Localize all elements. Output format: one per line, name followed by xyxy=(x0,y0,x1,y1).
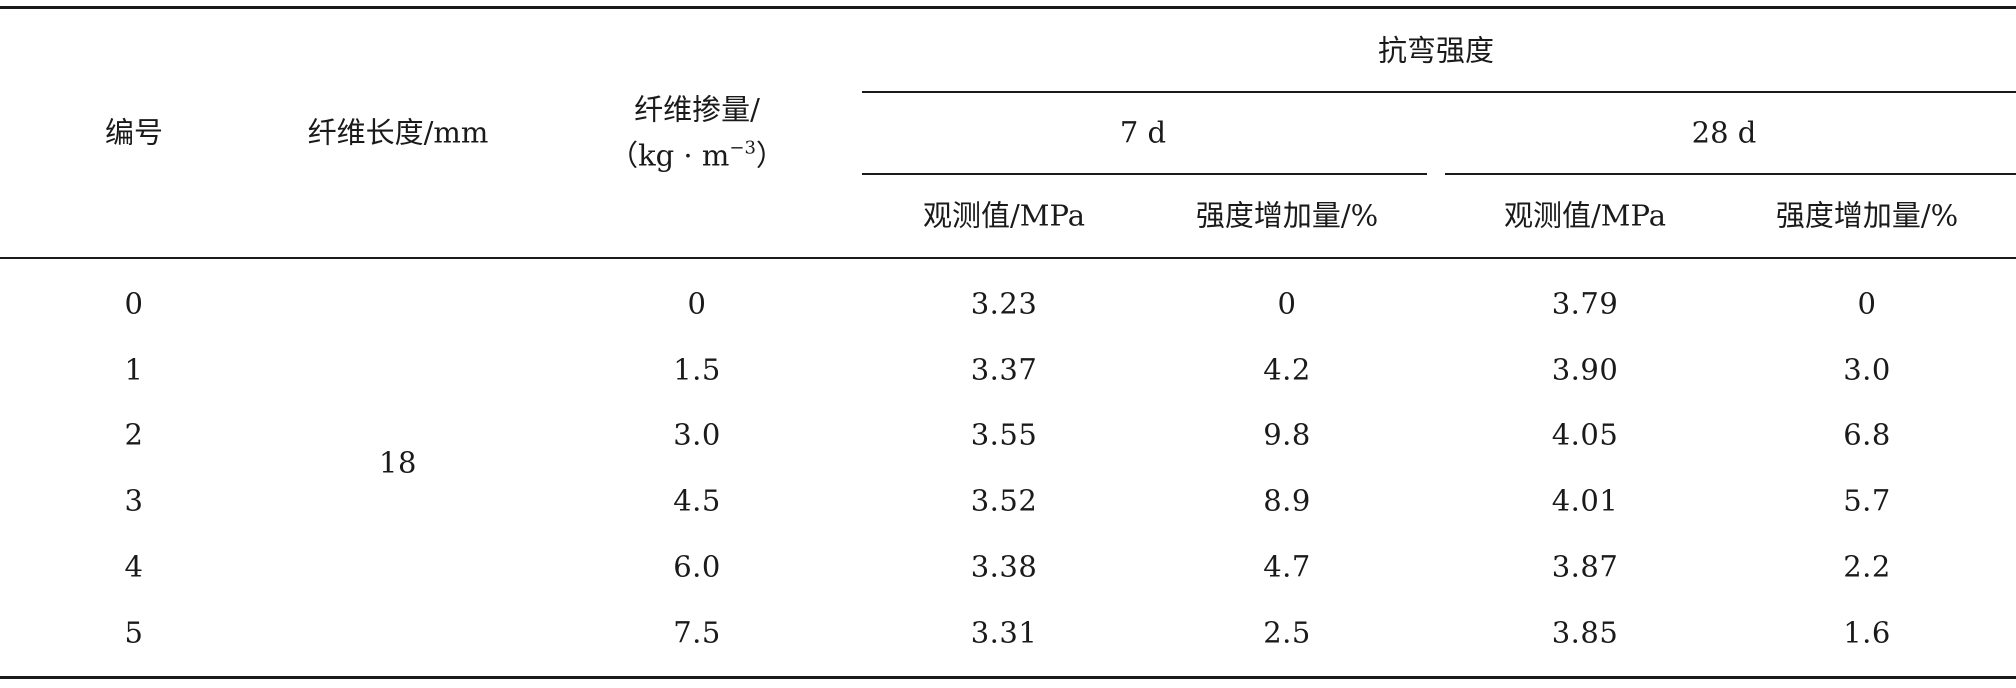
flexural-strength-underline xyxy=(862,91,2016,93)
cell-increase-7d: 8.9 xyxy=(1263,483,1311,518)
cell-observed-28d: 4.01 xyxy=(1551,483,1619,518)
cell-increase-28d: 5.7 xyxy=(1843,483,1891,518)
cell-observed-28d: 3.79 xyxy=(1551,286,1619,321)
cell-observed-28d: 4.05 xyxy=(1551,417,1619,452)
cell-increase-7d: 4.7 xyxy=(1263,549,1311,584)
unit-open: （kg · m xyxy=(609,139,730,173)
cell-increase-28d: 3.0 xyxy=(1843,352,1891,387)
cell-increase-28d: 0 xyxy=(1857,286,1877,321)
cell-observed-28d: 3.87 xyxy=(1551,549,1619,584)
header-increase-28d: 强度增加量/% xyxy=(1775,198,1959,233)
unit-exponent: −3 xyxy=(729,138,756,159)
cell-increase-7d: 0 xyxy=(1277,286,1297,321)
cell-dosage: 0 xyxy=(687,286,707,321)
header-fiber-dosage-line1: 纤维掺量/ xyxy=(634,92,760,127)
cell-increase-7d: 4.2 xyxy=(1263,352,1311,387)
age-7d-underline xyxy=(862,173,1427,175)
cell-observed-28d: 3.90 xyxy=(1551,352,1619,387)
cell-dosage: 3.0 xyxy=(673,417,721,452)
cell-increase-7d: 2.5 xyxy=(1263,615,1311,650)
cell-id: 4 xyxy=(124,549,144,584)
cell-id: 3 xyxy=(124,483,144,518)
bottom-rule xyxy=(0,676,2016,679)
cell-id: 1 xyxy=(124,352,144,387)
cell-increase-7d: 9.8 xyxy=(1263,417,1311,452)
age-28d-underline xyxy=(1445,173,2016,175)
cell-observed-7d: 3.31 xyxy=(970,615,1038,650)
header-increase-7d: 强度增加量/% xyxy=(1195,198,1379,233)
header-fiber-dosage: 纤维掺量/ （kg · m−3） xyxy=(609,87,785,180)
fiber-length-value: 18 xyxy=(379,445,417,480)
cell-dosage: 4.5 xyxy=(673,483,721,518)
cell-id: 5 xyxy=(124,615,144,650)
header-bottom-rule xyxy=(0,257,2016,259)
header-observed-28d: 观测值/MPa xyxy=(1504,198,1666,233)
cell-increase-28d: 1.6 xyxy=(1843,615,1891,650)
cell-observed-7d: 3.52 xyxy=(970,483,1038,518)
header-fiber-length: 纤维长度/mm xyxy=(307,115,489,150)
cell-observed-7d: 3.37 xyxy=(970,352,1038,387)
cell-dosage: 1.5 xyxy=(673,352,721,387)
top-rule xyxy=(0,6,2016,9)
cell-id: 0 xyxy=(124,286,144,321)
cell-increase-28d: 6.8 xyxy=(1843,417,1891,452)
cell-observed-7d: 3.23 xyxy=(970,286,1038,321)
cell-dosage: 7.5 xyxy=(673,615,721,650)
unit-close: ） xyxy=(755,139,785,173)
header-id: 编号 xyxy=(104,115,164,150)
cell-id: 2 xyxy=(124,417,144,452)
header-age-28d: 28 d xyxy=(1691,115,1757,150)
cell-observed-7d: 3.38 xyxy=(970,549,1038,584)
cell-increase-28d: 2.2 xyxy=(1843,549,1891,584)
cell-dosage: 6.0 xyxy=(673,549,721,584)
header-age-7d: 7 d xyxy=(1119,115,1167,150)
cell-observed-7d: 3.55 xyxy=(970,417,1038,452)
cell-observed-28d: 3.85 xyxy=(1551,615,1619,650)
header-flexural-strength: 抗弯强度 xyxy=(1377,33,1495,68)
header-fiber-dosage-unit: （kg · m−3） xyxy=(609,133,785,179)
header-observed-7d: 观测值/MPa xyxy=(923,198,1085,233)
